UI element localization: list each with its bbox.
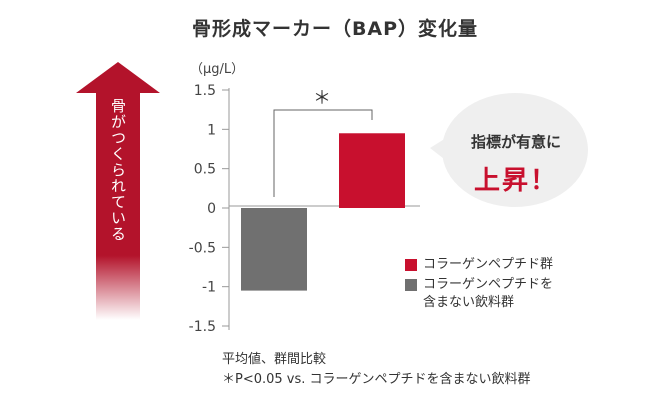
legend-label-collagen: コラーゲンペプチド群 <box>423 257 554 272</box>
chart-title: 骨形成マーカー（BAP）変化量 <box>191 18 479 40</box>
callout-emphasis: 上昇！ <box>473 166 558 196</box>
bar-control-group <box>241 208 307 291</box>
y-tick-label: 0 <box>207 201 216 217</box>
bar-collagen-group <box>339 133 405 208</box>
legend-swatch-collagen <box>405 259 417 271</box>
y-tick-label: 1.5 <box>194 83 216 99</box>
significance-bracket <box>273 109 373 197</box>
footnote-method: 平均値、群間比較 <box>222 352 327 367</box>
legend-label-control-line2: 含まない飲料群 <box>423 295 515 310</box>
y-tick-label: -0.5 <box>189 240 216 256</box>
significance-marker: ＊ <box>313 88 331 109</box>
y-tick-label: 1 <box>207 122 216 138</box>
legend-label-control-line1: コラーゲンペプチドを <box>423 277 554 292</box>
legend-swatch-control <box>405 279 417 291</box>
y-tick-label: 0.5 <box>194 162 216 178</box>
y-tick-label: -1 <box>202 280 216 296</box>
upward-arrow-icon <box>76 62 160 320</box>
y-axis-ticks: 1.5 1 0.5 0 -0.5 -1 -1.5 <box>189 83 229 335</box>
callout-text: 指標が有意に <box>470 133 561 151</box>
footnote-significance: ＊P<0.05 vs. コラーゲンペプチドを含まない飲料群 <box>222 372 531 387</box>
y-axis-unit: （μg/L） <box>190 62 245 77</box>
callout-bubble <box>430 93 588 207</box>
y-tick-label: -1.5 <box>189 319 216 335</box>
arrow-label: 骨がつくられている <box>109 98 127 242</box>
